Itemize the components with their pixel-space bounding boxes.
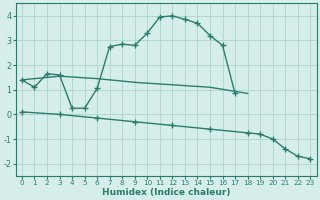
X-axis label: Humidex (Indice chaleur): Humidex (Indice chaleur) xyxy=(102,188,230,197)
